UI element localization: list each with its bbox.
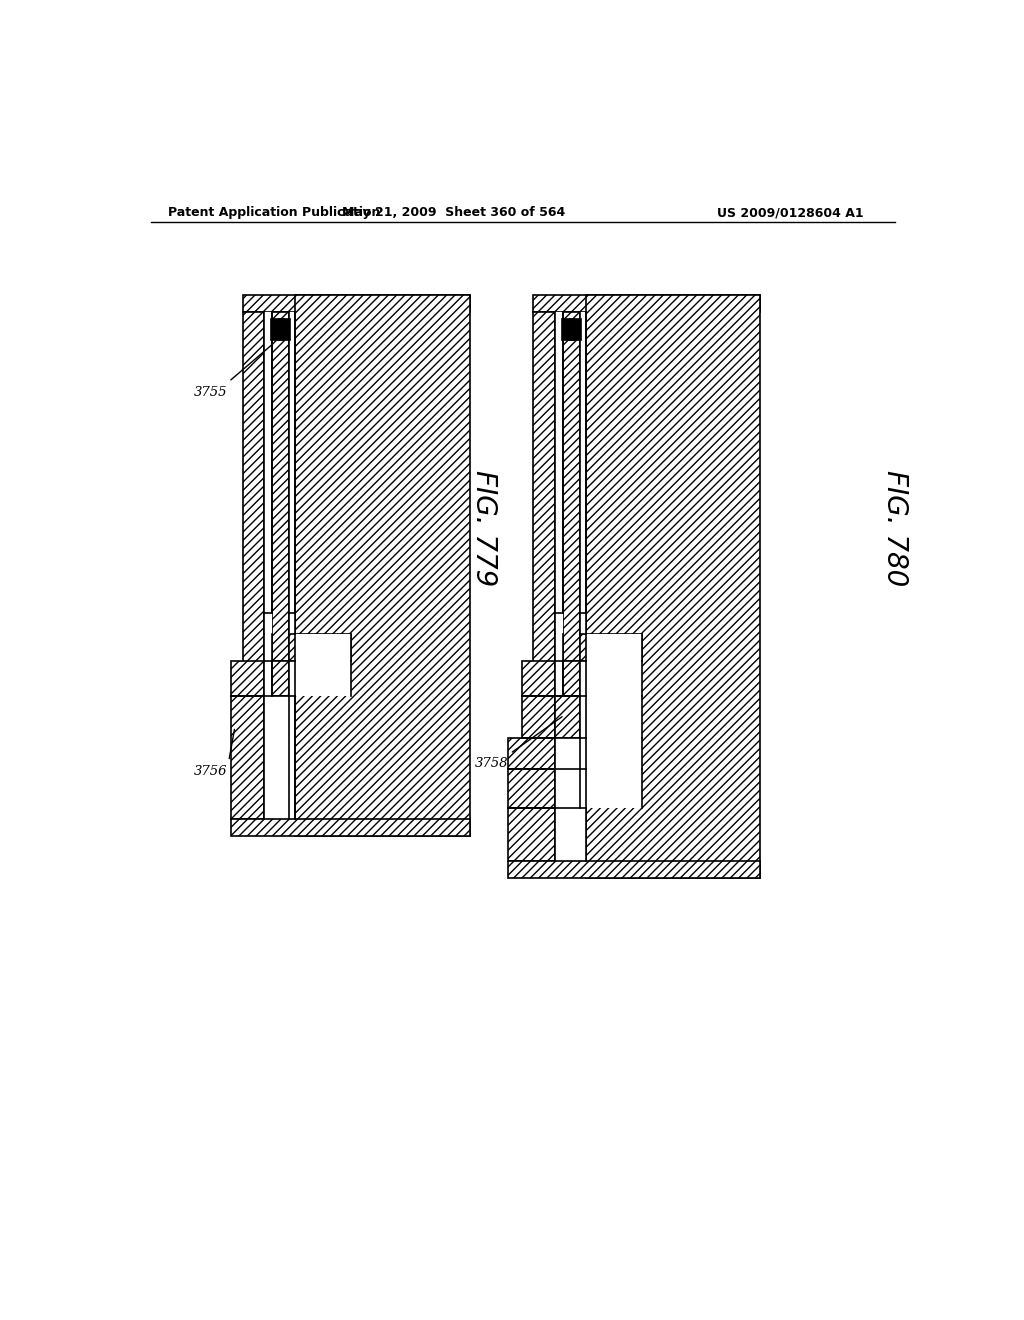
Bar: [272, 313, 289, 661]
Bar: [555, 738, 580, 770]
Bar: [295, 635, 351, 661]
Bar: [289, 313, 295, 612]
Text: 3755: 3755: [194, 385, 227, 399]
Bar: [555, 808, 586, 862]
Bar: [289, 661, 351, 696]
Text: 3758: 3758: [475, 758, 509, 771]
Bar: [555, 313, 563, 612]
Bar: [243, 313, 264, 696]
Text: 3756: 3756: [194, 766, 227, 779]
Text: US 2009/0128604 A1: US 2009/0128604 A1: [717, 206, 863, 219]
Bar: [586, 296, 761, 878]
Bar: [534, 296, 761, 313]
Text: FIG. 779: FIG. 779: [470, 470, 499, 586]
Bar: [580, 635, 642, 661]
Bar: [508, 862, 761, 878]
Text: May 21, 2009  Sheet 360 of 564: May 21, 2009 Sheet 360 of 564: [342, 206, 565, 219]
Bar: [580, 612, 586, 635]
Bar: [271, 318, 284, 341]
Bar: [586, 635, 642, 661]
Bar: [272, 661, 289, 696]
Bar: [243, 296, 470, 313]
Bar: [508, 738, 555, 770]
Bar: [264, 635, 272, 661]
Bar: [231, 818, 470, 836]
Bar: [264, 313, 272, 612]
Bar: [555, 661, 563, 696]
Text: FIG. 780: FIG. 780: [882, 470, 909, 586]
Text: Patent Application Publication: Patent Application Publication: [168, 206, 381, 219]
Bar: [555, 696, 580, 738]
Bar: [580, 770, 642, 808]
Bar: [562, 318, 574, 341]
Bar: [563, 313, 580, 661]
Bar: [569, 318, 581, 341]
Bar: [521, 696, 555, 738]
Bar: [231, 661, 264, 696]
Bar: [555, 635, 563, 661]
Bar: [555, 770, 580, 808]
Bar: [280, 318, 290, 341]
Bar: [264, 661, 272, 696]
Bar: [521, 661, 555, 696]
Bar: [295, 296, 470, 836]
Bar: [580, 738, 642, 770]
Bar: [264, 612, 272, 635]
Bar: [534, 313, 555, 696]
Bar: [563, 661, 580, 696]
Bar: [508, 770, 555, 808]
Bar: [555, 612, 563, 635]
Bar: [508, 808, 555, 862]
Bar: [231, 696, 264, 818]
Bar: [264, 696, 289, 818]
Bar: [289, 612, 295, 635]
Bar: [580, 313, 586, 612]
Bar: [289, 635, 351, 661]
Bar: [580, 661, 642, 696]
Bar: [580, 696, 642, 738]
